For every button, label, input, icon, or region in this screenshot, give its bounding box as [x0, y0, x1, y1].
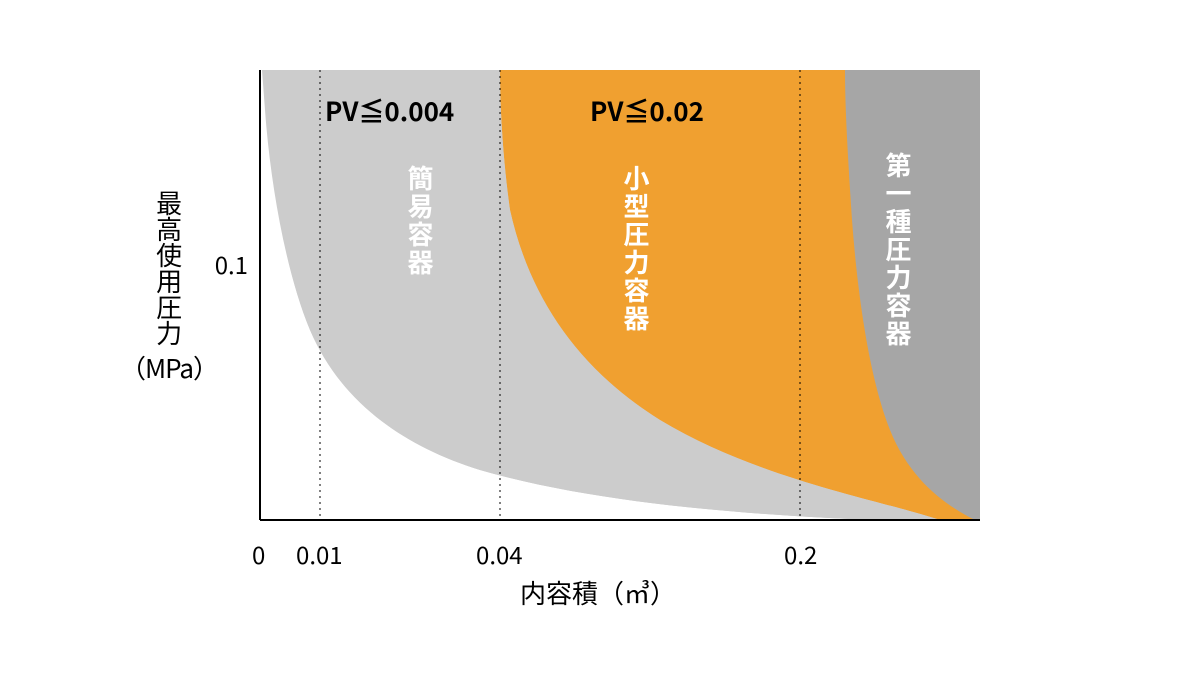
x-tick-0.2: 0.2 — [784, 536, 817, 571]
x-axis-label: 内容積（㎥） — [520, 574, 676, 611]
annotation-pv-0.02: PV≦0.02 — [590, 92, 704, 129]
y-axis-unit: （MPa） — [120, 352, 218, 383]
y-tick-0.1: 0.1 — [215, 246, 248, 281]
region-label-small: 小型圧力容器 — [618, 165, 655, 333]
x-tick-0.01: 0.01 — [296, 536, 343, 571]
region-label-type1: 第一種圧力容器 — [880, 152, 917, 348]
y-axis-label-text: 最高使用圧力 — [153, 190, 184, 346]
region-label-simple: 簡易容器 — [402, 165, 439, 277]
y-axis-label: 最高使用圧力 （MPa） — [120, 190, 218, 383]
x-tick-0: 0 — [252, 536, 265, 571]
annotation-pv-0.004: PV≦0.004 — [325, 92, 454, 129]
pressure-vessel-classification-chart: 最高使用圧力 （MPa） 0.1 0 0.01 0.04 0.2 内容積（㎥） … — [0, 0, 1180, 689]
x-tick-0.04: 0.04 — [476, 536, 523, 571]
